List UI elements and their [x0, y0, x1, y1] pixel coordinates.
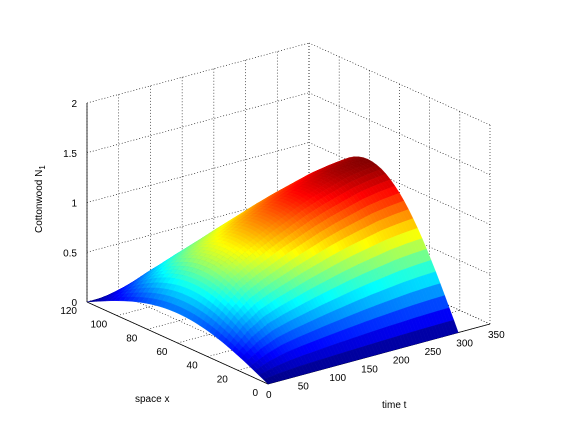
x-tick-label: 0 — [266, 390, 272, 401]
x-tick-label: 350 — [488, 330, 505, 341]
x-axis-label: time t — [382, 400, 407, 411]
y-tick-label: 0 — [252, 388, 258, 399]
grid-line — [86, 92, 310, 154]
y-tick-label: 120 — [60, 306, 77, 317]
z-tick-label: 1 — [71, 199, 77, 210]
x-tick-label: 100 — [329, 373, 346, 384]
y-tick-label: 40 — [187, 361, 199, 372]
y-tick-label: 20 — [217, 374, 229, 385]
grid-line — [86, 142, 310, 203]
x-tick-label: 150 — [361, 364, 378, 375]
x-tick-label: 50 — [298, 381, 310, 392]
grid-line — [308, 92, 491, 176]
x-tick-label: 300 — [456, 339, 473, 350]
y-axis-label: space x — [135, 394, 169, 405]
surface-mesh — [86, 156, 459, 385]
tick-labels: 05010015020025030035002040608010012000.5… — [60, 99, 505, 401]
y-tick-label: 100 — [90, 320, 107, 331]
grid-line — [86, 191, 310, 253]
y-tick-label: 60 — [156, 347, 168, 358]
space-axis-line — [86, 301, 269, 385]
grid-line — [86, 42, 310, 104]
surface-patch — [263, 378, 272, 385]
x-tick-label: 250 — [425, 347, 442, 358]
x-tick-label: 200 — [393, 356, 410, 367]
z-tick-label: 0 — [71, 298, 77, 309]
z-tick-label: 0.5 — [63, 248, 77, 259]
z-tick-label: 1.5 — [63, 149, 77, 160]
grid-line — [308, 142, 491, 225]
grid-line — [308, 42, 491, 126]
z-tick-label: 2 — [71, 99, 77, 110]
y-tick-label: 80 — [126, 333, 138, 344]
z-axis-label: Cottonwood N1 — [34, 165, 47, 233]
